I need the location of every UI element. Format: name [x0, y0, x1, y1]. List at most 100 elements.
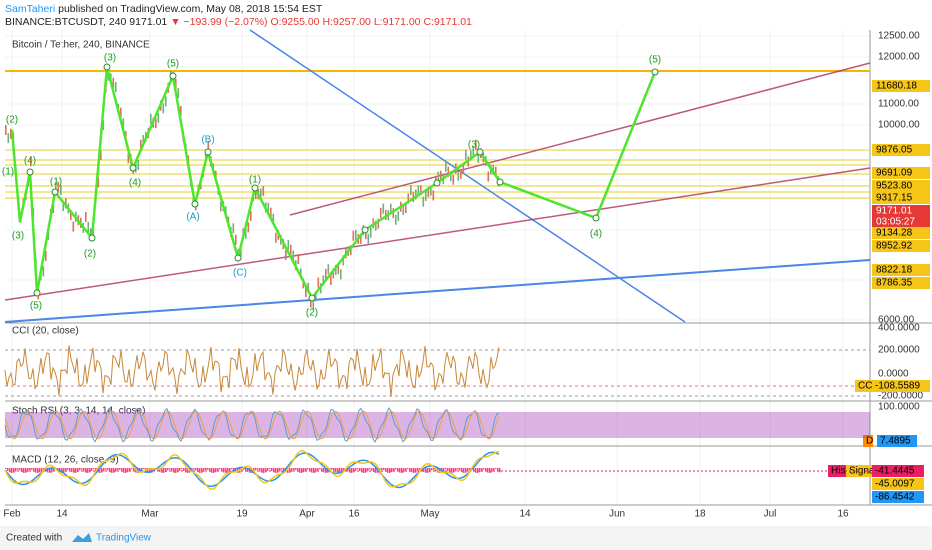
candle: [72, 221, 75, 232]
macd-hist: [281, 468, 283, 470]
candle: [322, 275, 325, 286]
candle: [367, 233, 370, 244]
macd-hist: [313, 468, 315, 473]
wave-label: (C): [233, 268, 247, 279]
macd-hist: [351, 468, 353, 473]
macd-hist: [21, 468, 23, 473]
candle: [440, 170, 442, 181]
macd-hist: [209, 468, 211, 472]
price-badge-text: 8822.18: [876, 265, 913, 276]
macd-hist: [39, 468, 41, 473]
candle: [375, 220, 377, 231]
macd-hist: [87, 468, 89, 473]
macd-hist: [31, 468, 33, 470]
macd-hist: [61, 468, 63, 473]
candle: [405, 202, 407, 213]
macd-hist: [207, 468, 209, 470]
macd-hist: [255, 468, 257, 471]
wave-point: [191, 200, 199, 208]
macd-hist: [197, 468, 199, 473]
price-badge: [872, 277, 930, 289]
macd-hist: [353, 468, 355, 473]
macd-hist: [289, 468, 291, 473]
price-badge: [872, 264, 930, 276]
channel: [289, 62, 871, 216]
wave-label: (3): [468, 140, 480, 151]
macd-hist: [217, 468, 219, 471]
wave-label: (3): [104, 53, 116, 64]
macd-hist: [317, 468, 319, 472]
macd-hist: [495, 468, 497, 470]
macd-hist: [149, 468, 151, 473]
candle: [30, 156, 32, 167]
macd-hist: [211, 468, 213, 473]
macd-hist: [361, 468, 363, 473]
candle: [122, 118, 125, 129]
macd-hist: [225, 468, 227, 473]
candle: [310, 297, 312, 308]
candle: [300, 268, 302, 279]
macd-hist: [175, 468, 177, 473]
macd-hist: [229, 468, 231, 472]
macd-hist: [293, 468, 295, 471]
indicator-badge: [877, 435, 917, 447]
candle: [360, 233, 362, 244]
price-badge-text: 03:05:27: [876, 217, 915, 228]
macd-hist: [95, 468, 97, 471]
macd-hist: [489, 468, 491, 473]
indicator-title: MACD (12, 26, close, 9): [12, 455, 119, 466]
candle: [260, 188, 262, 199]
indicator-badge-text: -45.0097: [875, 479, 915, 490]
candle: [42, 266, 45, 277]
wave-label: (3): [12, 231, 24, 242]
candle: [332, 268, 335, 279]
macd-hist: [131, 468, 133, 470]
macd-hist: [373, 468, 375, 473]
candle: [137, 159, 140, 170]
macd-hist: [165, 468, 167, 472]
author[interactable]: SamTaheri: [5, 3, 56, 15]
macd-hist: [463, 468, 465, 473]
macd-hist: [25, 468, 27, 473]
macd-hist: [183, 468, 185, 471]
date-label: Jul: [764, 509, 777, 520]
macd-hist: [407, 468, 409, 470]
candle: [142, 135, 145, 146]
macd-hist: [89, 468, 91, 473]
candle: [270, 207, 272, 218]
logo: [72, 533, 92, 542]
wave-point: [592, 214, 600, 222]
candle: [335, 264, 337, 275]
candle: [445, 161, 447, 172]
macd-hist: [85, 468, 87, 473]
candle: [162, 103, 165, 114]
macd-hist: [185, 468, 187, 473]
macd-hist: [273, 468, 275, 473]
date-label: 18: [694, 509, 706, 520]
macd-hist: [43, 468, 45, 470]
wave-point: [234, 254, 242, 262]
stoch-d: [4, 410, 500, 440]
wave-point: [204, 148, 212, 156]
trend: [4, 259, 871, 323]
stoch-k: [4, 407, 500, 443]
macd-hist: [347, 468, 349, 472]
macd-hist: [47, 468, 49, 473]
candle: [87, 221, 90, 232]
date-label: 16: [348, 509, 360, 520]
macd-hist: [15, 468, 17, 472]
candle: [287, 239, 290, 250]
macd-hist: [259, 468, 261, 472]
candle: [395, 214, 397, 225]
macd-line: [4, 451, 500, 489]
candle: [245, 228, 247, 239]
indicator-badge: [872, 491, 924, 503]
macd-hist: [7, 468, 9, 471]
price-badge: [872, 227, 930, 239]
candle: [407, 193, 410, 204]
candle: [297, 254, 300, 265]
macd-hist: [17, 468, 19, 470]
macd-hist: [367, 468, 369, 472]
macd-hist: [173, 468, 175, 473]
candle: [402, 205, 405, 216]
